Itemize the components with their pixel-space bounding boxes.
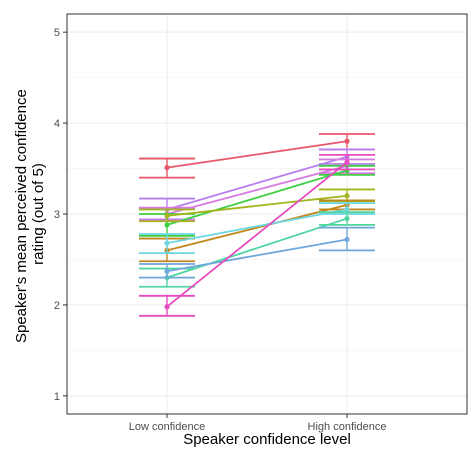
data-point [344,206,350,213]
series-line [166,204,348,252]
x-tick-label: Low confidence [129,421,205,433]
series-10 [139,154,375,317]
series-line [166,164,348,215]
data-point [344,138,350,144]
series-line [166,161,348,308]
y-tick-label: 2 [54,300,60,312]
series-9 [139,226,375,279]
series-7 [139,202,375,254]
series-line [166,217,348,279]
series-line [166,169,348,226]
y-tick-label: 3 [54,209,60,221]
data-point [164,213,170,219]
series-line [166,140,348,169]
series-line [166,194,348,217]
data-point [344,215,350,222]
data-point [164,222,170,228]
y-tick-label: 1 [54,391,60,403]
y-axis-title: Speaker's mean perceived confidence rati… [13,85,47,343]
data-point [344,193,350,199]
series-2 [139,148,375,221]
data-point [164,268,170,274]
data-point [164,304,170,310]
series-5 [139,188,375,223]
x-axis-title: Speaker confidence level [183,431,351,448]
data-point [344,236,350,243]
data-point [344,159,350,165]
series-line [166,238,348,273]
series-line [166,155,348,211]
x-tick-labels: Low confidence High confidence [129,414,387,433]
y-axis-title-line-2: rating (out of 5) [30,163,47,265]
data-point [164,240,170,246]
y-tick-label: 5 [54,27,60,39]
series-1 [139,133,375,179]
y-axis-title-line-1: Speaker's mean perceived confidence [13,89,30,343]
x-tick-label: High confidence [308,421,387,433]
y-tick-labels: 1 2 3 4 5 [54,27,67,403]
data-point [164,165,170,171]
y-tick-label: 4 [54,118,60,130]
series-layer [139,133,375,317]
series-line [166,208,348,244]
